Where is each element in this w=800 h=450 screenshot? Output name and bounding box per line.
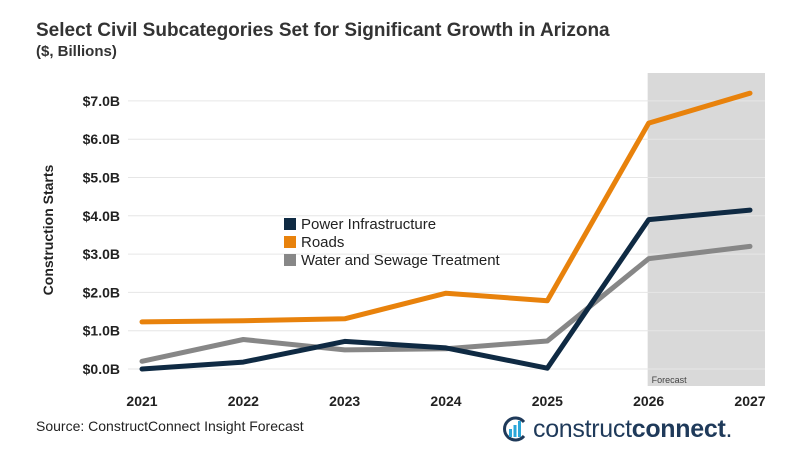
x-tick-label: 2024 [430, 393, 461, 409]
x-tick-label: 2026 [633, 393, 664, 409]
y-tick-label: $7.0B [83, 93, 120, 109]
y-tick-label: $0.0B [83, 361, 120, 377]
legend-swatch [284, 254, 296, 266]
y-tick-label: $3.0B [83, 246, 120, 262]
source-note: Source: ConstructConnect Insight Forecas… [36, 418, 304, 434]
x-tick-label: 2025 [532, 393, 563, 409]
forecast-region [647, 73, 765, 386]
logo-text-light: construct [533, 414, 632, 443]
x-tick-label: 2027 [734, 393, 765, 409]
chart-subtitle: ($, Billions) [36, 43, 117, 60]
legend-swatch [284, 236, 296, 248]
y-tick-label: $6.0B [83, 131, 120, 147]
legend-entry: Power Infrastructure [301, 216, 436, 233]
y-tick-label: $5.0B [83, 170, 120, 186]
y-tick-label: $1.0B [83, 323, 120, 339]
series-line [139, 207, 753, 372]
legend-entry: Roads [301, 234, 344, 251]
logo-text-bold: connect [631, 414, 726, 443]
logo-wordmark: constructconnect [533, 414, 726, 443]
legend-swatch [284, 218, 296, 230]
x-tick-label: 2021 [126, 393, 157, 409]
chart-title: Select Civil Subcategories Set for Signi… [36, 20, 610, 41]
logo-icon [503, 416, 526, 442]
forecast-label: Forecast [652, 375, 688, 385]
constructconnect-logo: constructconnect. [500, 413, 732, 445]
y-tick-label: $4.0B [83, 208, 120, 224]
legend-entry: Water and Sewage Treatment [301, 252, 501, 269]
x-tick-label: 2023 [329, 393, 360, 409]
y-tick-label: $2.0B [83, 284, 120, 300]
series-line [139, 90, 753, 325]
x-tick-label: 2022 [228, 393, 259, 409]
logo-dot: . [725, 414, 733, 443]
